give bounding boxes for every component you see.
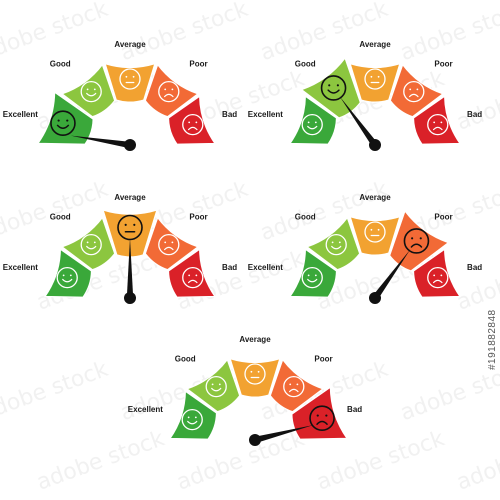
gauge-1: Excellent Good Average Poor Bad [3, 40, 237, 151]
needle [126, 238, 134, 298]
frown-face-icon [158, 80, 180, 103]
needle [339, 96, 378, 147]
gauge-segment-bad [412, 95, 462, 145]
gauge-segment-excellent [288, 248, 338, 298]
watermark-text: adobe stock [34, 426, 169, 495]
neutral-face-icon [244, 363, 266, 385]
smile-face-icon [325, 233, 347, 256]
gauge-segment-good [300, 56, 362, 119]
gauge-segment-bad [167, 248, 217, 298]
label-average: Average [114, 193, 146, 202]
gauge-segment-poor [388, 209, 450, 272]
gauge-segment-average [102, 209, 158, 258]
neutral-face-icon [119, 68, 141, 90]
frown-face-icon [403, 80, 425, 103]
watermark-text: adobe stock [257, 0, 392, 66]
smile-face-icon [80, 233, 102, 256]
needle [254, 425, 314, 444]
gauge-segment-bad [412, 248, 462, 298]
gauge-segment-poor [389, 63, 445, 118]
watermark-text: adobe stock [0, 0, 112, 66]
gauge-segment-poor [269, 358, 325, 413]
label-good: Good [175, 354, 196, 363]
frown-face-icon [309, 405, 335, 432]
frown-face-icon [283, 375, 305, 398]
label-excellent: Excellent [248, 110, 283, 119]
label-good: Good [295, 212, 316, 221]
needle-hub [124, 139, 136, 151]
smile-face-icon [50, 110, 76, 137]
label-excellent: Excellent [248, 263, 283, 272]
watermark-text: adobe stock [397, 0, 500, 66]
label-average: Average [359, 40, 391, 49]
label-excellent: Excellent [3, 110, 38, 119]
smile-face-icon [80, 80, 102, 103]
watermark-text: adobe stock [0, 357, 112, 426]
label-excellent: Excellent [128, 405, 163, 414]
frown-face-icon [403, 228, 430, 254]
watermark-text: adobe stock [454, 246, 500, 315]
label-bad: Bad [347, 405, 362, 414]
gauge-segment-bad [167, 95, 217, 145]
smile-face-icon [205, 375, 227, 398]
needle [70, 135, 131, 149]
label-average: Average [239, 335, 271, 344]
label-bad: Bad [467, 110, 482, 119]
smile-face-icon [320, 75, 347, 101]
gauge-segment-excellent [36, 91, 94, 145]
label-poor: Poor [189, 59, 207, 68]
gauge-segment-good [60, 63, 116, 118]
watermark-text: adobe stock [454, 66, 500, 135]
frown-face-icon [427, 266, 449, 289]
needle-hub [369, 139, 381, 151]
frown-face-icon [158, 233, 180, 256]
needle [372, 249, 411, 300]
neutral-face-icon [364, 221, 386, 243]
frown-face-icon [182, 266, 204, 289]
label-bad: Bad [222, 263, 237, 272]
needle-hub [369, 292, 381, 304]
frown-face-icon [182, 113, 204, 136]
gauge-segment-excellent [288, 95, 338, 145]
gauge-segment-excellent [43, 248, 93, 298]
gauge-segment-good [185, 358, 241, 413]
label-average: Average [114, 40, 146, 49]
gauge-4: Excellent Good Average Poor Bad [248, 193, 482, 304]
smile-face-icon [181, 408, 203, 431]
label-poor: Poor [434, 212, 452, 221]
label-good: Good [50, 59, 71, 68]
label-bad: Bad [222, 110, 237, 119]
label-poor: Poor [189, 212, 207, 221]
gauge-group: Excellent Good Average Poor Bad Excellent Good… [3, 40, 482, 446]
label-poor: Poor [434, 59, 452, 68]
label-good: Good [50, 212, 71, 221]
gauge-segment-poor [144, 216, 200, 271]
gauge-segment-bad [291, 386, 349, 440]
smile-face-icon [301, 266, 323, 289]
label-poor: Poor [314, 354, 332, 363]
needle-hub [124, 292, 136, 304]
gauge-segment-good [305, 216, 361, 271]
gauge-2: Excellent Good Average Poor Bad [248, 40, 482, 151]
watermark-text: adobe stock [454, 426, 500, 495]
smile-face-icon [301, 113, 323, 136]
watermark-text: adobe stock [117, 0, 252, 66]
neutral-face-icon [364, 68, 386, 90]
label-excellent: Excellent [3, 263, 38, 272]
gauge-segment-good [60, 216, 116, 271]
gauge-3: Excellent Good Average Poor Bad [3, 193, 237, 304]
stock-id-text: #191882848 [487, 309, 498, 370]
watermark-text: adobe stock [397, 357, 500, 426]
frown-face-icon [427, 113, 449, 136]
needle-hub [249, 434, 261, 446]
gauge-5: Excellent Good Average Poor Bad [128, 335, 362, 446]
label-good: Good [295, 59, 316, 68]
label-bad: Bad [467, 263, 482, 272]
smile-face-icon [56, 266, 78, 289]
label-average: Average [359, 193, 391, 202]
gauge-segment-excellent [168, 390, 218, 440]
gauge-segment-poor [144, 63, 200, 118]
